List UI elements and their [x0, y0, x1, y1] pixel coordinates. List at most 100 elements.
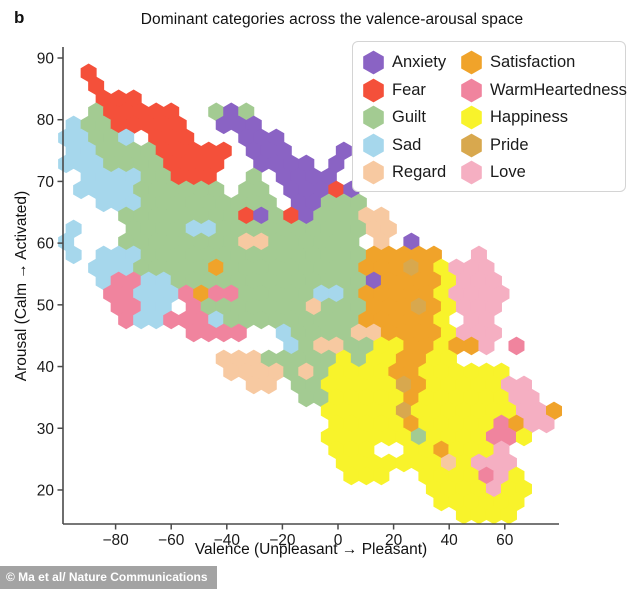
hex-happiness — [335, 401, 352, 421]
x-tick-label: 0 — [334, 532, 343, 549]
x-tick-label: −60 — [158, 532, 185, 549]
hex-anxiety — [283, 180, 300, 200]
hex-sad — [88, 154, 105, 174]
hex-happiness — [448, 440, 465, 460]
hex-satisfaction — [388, 284, 405, 304]
hex-warmheartedness — [118, 310, 135, 330]
panel-letter: b — [14, 8, 25, 27]
hex-satisfaction — [388, 258, 405, 278]
hex-guilt — [148, 180, 165, 200]
hex-guilt — [223, 206, 240, 226]
hex-happiness — [365, 375, 382, 395]
hex-sad — [65, 141, 82, 161]
hex-happiness — [373, 466, 390, 486]
hex-happiness — [320, 375, 337, 395]
hex-guilt — [140, 219, 157, 239]
hex-fear — [140, 115, 157, 135]
hex-happiness — [388, 336, 405, 356]
hex-satisfaction — [403, 336, 420, 356]
hex-happiness — [410, 401, 427, 421]
hex-guilt — [95, 141, 112, 161]
hex-love — [485, 479, 502, 499]
hex-guilt — [103, 128, 120, 148]
hex-regard — [305, 297, 322, 317]
hex-happiness — [373, 388, 390, 408]
hex-happiness — [433, 310, 450, 330]
hex-happiness — [455, 401, 472, 421]
legend-swatch-warmheartedness-icon — [461, 78, 482, 103]
hex-guilt — [290, 219, 307, 239]
hex-guilt — [290, 323, 307, 343]
hex-guilt — [260, 297, 277, 317]
hex-guilt — [290, 297, 307, 317]
hex-happiness — [463, 492, 480, 512]
hex-fear — [208, 154, 225, 174]
hex-fear — [95, 89, 112, 109]
hex-guilt — [350, 193, 367, 213]
hex-fear — [178, 128, 195, 148]
hex-guilt — [238, 258, 255, 278]
hex-guilt — [230, 271, 247, 291]
hex-love — [493, 284, 510, 304]
hex-guilt — [335, 245, 352, 265]
hex-warmheartedness — [185, 297, 202, 317]
hex-happiness — [343, 388, 360, 408]
hex-anxiety — [328, 154, 345, 174]
hex-guilt — [335, 297, 352, 317]
hex-fear — [238, 206, 255, 226]
hex-fear — [110, 89, 127, 109]
hex-guilt — [410, 427, 427, 447]
hex-sad — [155, 297, 172, 317]
hex-guilt — [313, 206, 330, 226]
hex-satisfaction — [433, 440, 450, 460]
hex-satisfaction — [358, 310, 375, 330]
hex-guilt — [343, 336, 360, 356]
hex-guilt — [305, 271, 322, 291]
hex-satisfaction — [403, 388, 420, 408]
hex-regard — [253, 232, 270, 252]
hex-fear — [178, 154, 195, 174]
hex-satisfaction — [403, 414, 420, 434]
legend-item-happiness: Happiness — [460, 104, 627, 132]
hex-fear — [170, 141, 187, 161]
hex-guilt — [215, 245, 232, 265]
hex-happiness — [440, 401, 457, 421]
hex-happiness — [478, 414, 495, 434]
hex-sad — [73, 128, 90, 148]
hex-fear — [283, 206, 300, 226]
hex-anxiety — [215, 115, 232, 135]
hex-regard — [238, 232, 255, 252]
hex-sad — [140, 271, 157, 291]
hex-happiness — [433, 466, 450, 486]
legend-swatch-pride-icon — [461, 133, 482, 158]
hex-guilt — [118, 154, 135, 174]
hex-happiness — [485, 401, 502, 421]
hex-satisfaction — [208, 258, 225, 278]
hex-love — [470, 323, 487, 343]
hex-happiness — [350, 453, 367, 473]
hex-warmheartedness — [103, 284, 120, 304]
hex-guilt — [320, 323, 337, 343]
hex-happiness — [455, 479, 472, 499]
hex-guilt — [275, 271, 292, 291]
hex-guilt — [155, 193, 172, 213]
hex-happiness — [373, 336, 390, 356]
hex-pride — [395, 375, 412, 395]
hex-guilt — [335, 271, 352, 291]
hex-guilt — [253, 258, 270, 278]
hex-fear — [163, 128, 180, 148]
hex-satisfaction — [410, 323, 427, 343]
hex-fear — [80, 63, 97, 83]
hex-happiness — [470, 427, 487, 447]
hex-sad — [80, 141, 97, 161]
hex-happiness — [395, 427, 412, 447]
hex-guilt — [328, 232, 345, 252]
hex-guilt — [208, 180, 225, 200]
hex-happiness — [440, 427, 457, 447]
hex-warmheartedness — [125, 271, 142, 291]
legend-label: Satisfaction — [490, 53, 576, 72]
hex-guilt — [313, 232, 330, 252]
hex-love — [500, 453, 517, 473]
hex-guilt — [313, 258, 330, 278]
hex-sad — [80, 167, 97, 187]
